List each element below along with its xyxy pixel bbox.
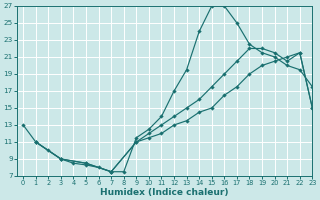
X-axis label: Humidex (Indice chaleur): Humidex (Indice chaleur) [100, 188, 229, 197]
